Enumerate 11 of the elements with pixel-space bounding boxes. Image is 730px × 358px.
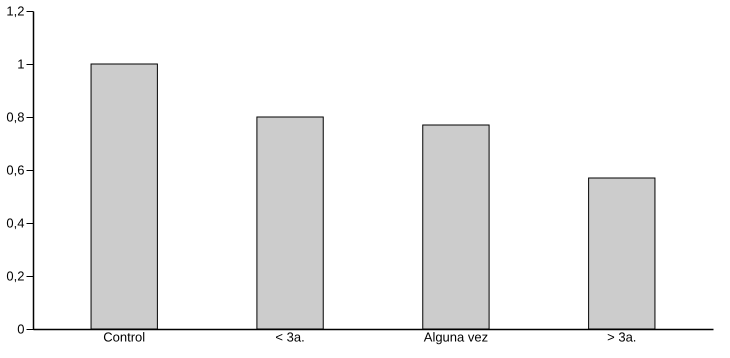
- x-tick-label: Alguna vez: [424, 330, 488, 344]
- y-tick-label: 1,2: [6, 4, 24, 18]
- x-tick-label: Control: [103, 330, 146, 344]
- y-tick-label: 0,4: [6, 216, 24, 230]
- y-tick-label: 1: [17, 56, 24, 72]
- y-tick-label: 0: [17, 322, 24, 336]
- y-tick-label: 0,6: [6, 162, 24, 178]
- x-tick-label: > 3a.: [607, 330, 636, 344]
- y-tick-label: 0,8: [6, 110, 24, 124]
- y-tick-label: 0,2: [6, 268, 24, 284]
- x-tick-label: < 3a.: [275, 330, 305, 344]
